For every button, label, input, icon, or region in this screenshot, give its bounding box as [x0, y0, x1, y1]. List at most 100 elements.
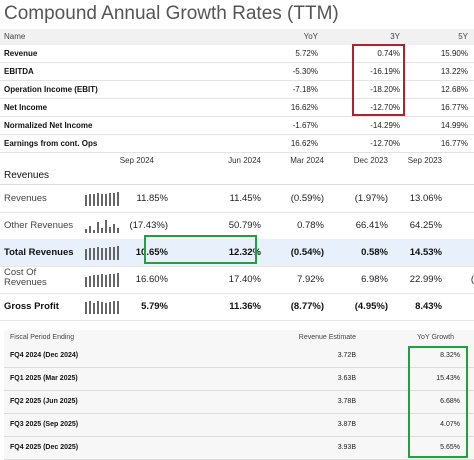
3y-value: -12.70% — [370, 103, 400, 112]
value-mar-2024: 7.92% — [297, 274, 324, 285]
estimate-row: FQ3 2025 (Sep 2025) 3.87B 4.07% — [4, 413, 474, 437]
value-sep-2024: (17.43%) — [129, 220, 168, 231]
value-mar-2024: (8.77%) — [290, 301, 324, 312]
overflow-value: ( — [470, 274, 474, 285]
fin-row-gross-profit: Gross Profit 5.79% 11.36% (8.77%) (4.95%… — [0, 293, 474, 321]
col-5y-header[interactable]: 5Y — [458, 32, 468, 41]
period-label: FQ4 2024 (Dec 2024) — [10, 352, 79, 359]
revenue-estimate-value: 3.93B — [337, 444, 356, 451]
yoy-growth-highlight-box — [408, 346, 468, 458]
yoy-value: -5.30% — [292, 67, 318, 76]
yoy-growth-value: 4.07% — [440, 421, 460, 428]
total-revenues-highlight-box — [144, 235, 257, 264]
5y-value: 16.77% — [440, 103, 468, 112]
yoy-growth-value: 5.65% — [440, 444, 460, 451]
estimate-row: FQ4 2024 (Dec 2024) 3.72B 8.32% — [4, 344, 474, 368]
yoy-value: -7.18% — [292, 85, 318, 94]
value-dec-2023: 66.41% — [355, 220, 388, 231]
value-mar-2024: 0.78% — [297, 220, 324, 231]
row-label: Cost Of Revenues — [4, 267, 47, 288]
period-header[interactable]: Dec 2023 — [353, 156, 388, 165]
yoy-value: -1.67% — [292, 121, 318, 130]
value-jun-2024: 50.79% — [228, 220, 261, 231]
value-sep-2024: 10.65% — [135, 247, 168, 258]
sparkline-icon[interactable] — [85, 246, 121, 260]
period-header[interactable]: Mar 2024 — [290, 156, 324, 165]
sparkline-icon[interactable] — [85, 273, 121, 287]
value-jun-2024: 11.36% — [229, 301, 261, 312]
col-yoy-growth-header[interactable]: YoY Growth — [417, 334, 454, 341]
row-label: Other Revenues — [4, 220, 74, 231]
3y-value: -16.19% — [370, 67, 400, 76]
3y-value: -12.70% — [370, 139, 400, 148]
row-label: Operation Income (EBIT) — [4, 85, 98, 94]
value-sep-2024: 5.79% — [141, 301, 168, 312]
value-dec-2023: (4.95%) — [354, 301, 388, 312]
cagr-row-net-income: Net Income 16.62% -12.70% 16.77% — [0, 99, 474, 117]
value-mar-2024: (0.59%) — [290, 193, 324, 204]
col-revenue-estimate-header[interactable]: Revenue Estimate — [298, 334, 356, 341]
cagr-title: Compound Annual Growth Rates (TTM) — [4, 3, 339, 24]
col-3y-header[interactable]: 3Y — [390, 32, 400, 41]
5y-value: 15.90% — [440, 49, 468, 58]
yoy-growth-value: 8.32% — [440, 352, 460, 359]
estimate-row: FQ2 2025 (Jun 2025) 3.78B 6.68% — [4, 390, 474, 414]
period-header[interactable]: Jun 2024 — [228, 156, 261, 165]
yoy-growth-value: 6.68% — [440, 398, 460, 405]
estimate-row: FQ4 2025 (Dec 2025) 3.93B 5.65% — [4, 436, 474, 460]
cagr-row-revenue: Revenue 5.72% 0.74% 15.90% — [0, 45, 474, 63]
3y-highlight-box — [352, 44, 405, 116]
yoy-growth-value: 15.43% — [436, 375, 460, 382]
row-label: Gross Profit — [4, 301, 59, 312]
value-mar-2024: (0.54%) — [290, 247, 324, 258]
revenue-estimate-value: 3.63B — [337, 375, 356, 382]
cagr-row-ebit: Operation Income (EBIT) -7.18% -18.20% 1… — [0, 81, 474, 99]
value-dec-2023: (1.97%) — [354, 193, 388, 204]
value-sep-2023: 8.43% — [415, 301, 442, 312]
value-sep-2024: 16.60% — [135, 274, 168, 285]
fin-row-revenues: Revenues 11.85% 11.45% (0.59%) (1.97%) 1… — [0, 185, 474, 213]
cagr-row-earnings-cont-ops: Earnings from cont. Ops 16.62% -12.70% 1… — [0, 135, 474, 153]
3y-value: -14.29% — [370, 121, 400, 130]
revenues-section-header: Revenues — [0, 166, 474, 185]
period-label: FQ2 2025 (Jun 2025) — [10, 398, 78, 405]
5y-value: 13.22% — [440, 67, 468, 76]
revenue-estimate-value: 3.87B — [337, 421, 356, 428]
row-label: Revenues — [4, 193, 47, 204]
revenue-estimate-value: 3.72B — [337, 352, 356, 359]
5y-value: 12.68% — [440, 85, 468, 94]
col-fiscal-period-header[interactable]: Fiscal Period Ending — [10, 334, 75, 341]
row-label: Net Income — [4, 103, 48, 112]
row-label: Earnings from cont. Ops — [4, 139, 98, 148]
row-label: EBITDA — [4, 67, 34, 76]
cagr-header-row: Name YoY 3Y 5Y — [0, 29, 474, 45]
row-label: Total Revenues — [4, 247, 74, 258]
value-dec-2023: 6.98% — [361, 274, 388, 285]
period-label: FQ4 2025 (Dec 2025) — [10, 444, 79, 451]
period-header[interactable]: Sep 2024 — [119, 156, 154, 165]
5y-value: 16.77% — [440, 139, 468, 148]
period-header-row: Sep 2024 Jun 2024 Mar 2024 Dec 2023 Sep … — [0, 153, 474, 167]
value-sep-2023: 14.53% — [409, 247, 442, 258]
section-title: Revenues — [4, 170, 50, 181]
sparkline-icon[interactable] — [85, 192, 121, 206]
value-sep-2023: 22.99% — [409, 274, 442, 285]
period-label: FQ1 2025 (Mar 2025) — [10, 375, 78, 382]
estimates-panel: Fiscal Period Ending Revenue Estimate Yo… — [4, 330, 474, 460]
yoy-value: 16.62% — [290, 103, 318, 112]
col-name-header[interactable]: Name — [4, 32, 26, 41]
period-header[interactable]: Sep 2023 — [407, 156, 442, 165]
3y-value: 0.74% — [377, 49, 400, 58]
value-sep-2023: 13.06% — [409, 193, 442, 204]
value-dec-2023: 0.58% — [361, 247, 388, 258]
value-sep-2024: 11.85% — [136, 193, 168, 204]
sparkline-icon[interactable] — [85, 300, 121, 314]
value-jun-2024: 12.32% — [228, 247, 261, 258]
value-sep-2023: 64.25% — [409, 220, 442, 231]
sparkline-icon[interactable] — [85, 219, 121, 233]
col-yoy-header[interactable]: YoY — [303, 32, 318, 41]
estimate-row: FQ1 2025 (Mar 2025) 3.63B 15.43% — [4, 367, 474, 391]
revenue-estimate-value: 3.78B — [337, 398, 356, 405]
yoy-value: 5.72% — [295, 49, 318, 58]
cagr-row-normalized-net-income: Normalized Net Income -1.67% -14.29% 14.… — [0, 117, 474, 135]
